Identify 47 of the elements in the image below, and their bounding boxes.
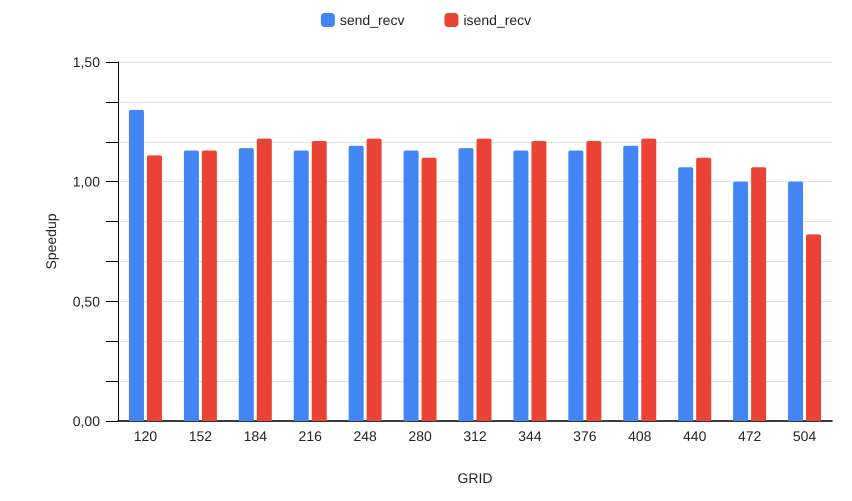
bar [366, 138, 382, 421]
bar [348, 146, 364, 421]
x-tick-label: 504 [792, 428, 816, 444]
x-tick-label: 120 [134, 428, 158, 444]
x-tick-label: 184 [244, 428, 268, 444]
bar [422, 158, 437, 421]
bar [788, 182, 804, 421]
x-tick-label: 280 [408, 428, 432, 444]
x-tick-label: 312 [463, 428, 487, 444]
bar [531, 140, 546, 421]
legend-label: isend_recv [463, 12, 532, 28]
x-tick-label: 344 [518, 428, 542, 444]
bar [404, 150, 419, 421]
bar [184, 150, 199, 421]
bar [146, 155, 162, 421]
y-tick-label: 1,50 [72, 54, 100, 70]
x-tick-label: 440 [683, 428, 707, 444]
x-tick-label: 248 [353, 428, 378, 444]
y-tick-label: 0,00 [72, 413, 100, 429]
x-tick-label: 472 [738, 428, 762, 444]
bar [513, 150, 528, 421]
y-tick-label: 0,50 [72, 293, 100, 310]
bar [641, 138, 656, 421]
bar [202, 150, 217, 421]
bar [678, 167, 694, 421]
bar [733, 182, 748, 421]
bar [128, 110, 144, 421]
x-axis-title: GRID [458, 470, 492, 486]
y-tick-label: 1,00 [72, 174, 100, 190]
bar [568, 150, 584, 421]
bar [623, 146, 638, 421]
bar [256, 138, 272, 421]
x-tick-label: 152 [188, 428, 212, 444]
bar [696, 158, 712, 421]
bar [312, 140, 327, 421]
x-tick-label: 408 [628, 428, 652, 444]
bar [751, 167, 766, 421]
bar [586, 140, 602, 421]
legend-label: send_recv [340, 12, 404, 28]
bar [806, 234, 822, 421]
y-axis-title: Speedup [43, 213, 59, 270]
bar [458, 148, 474, 421]
bar [476, 138, 492, 421]
x-tick-label: 216 [298, 428, 322, 444]
bar [294, 150, 309, 421]
bar [238, 148, 254, 421]
x-tick-label: 376 [573, 428, 597, 444]
